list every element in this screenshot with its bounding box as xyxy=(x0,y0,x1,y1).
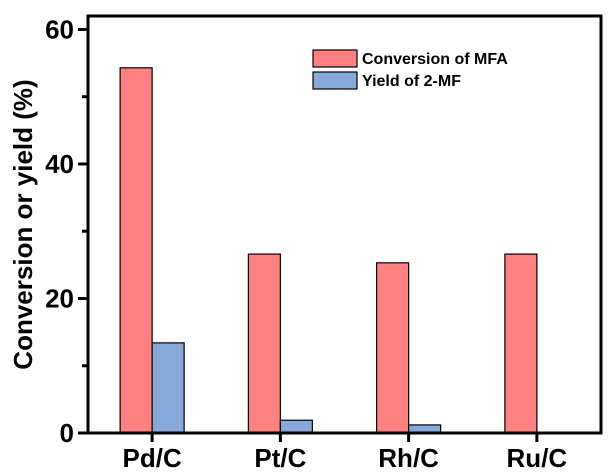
y-tick-label: 40 xyxy=(45,149,74,179)
legend-label: Conversion of MFA xyxy=(362,51,508,68)
x-axis-ticks: Pd/C Pt/C Rh/C Ru/C xyxy=(123,433,568,473)
conversion-bar xyxy=(119,67,153,434)
plot-frame xyxy=(86,14,603,435)
conversion-bar xyxy=(376,262,410,434)
y-tick-label: 0 xyxy=(60,418,74,448)
yield-bar xyxy=(279,419,313,434)
legend: Conversion of MFA Yield of 2-MF xyxy=(312,49,508,90)
conversion-bar xyxy=(247,253,281,434)
yield-bar xyxy=(151,342,185,434)
x-tick-label: Rh/C xyxy=(378,443,439,473)
legend-swatch xyxy=(312,49,358,68)
y-axis-title: Conversion or yield (%) xyxy=(8,79,38,369)
y-axis-ticks: 0 20 40 60 xyxy=(45,14,88,448)
x-tick-label: Pt/C xyxy=(254,443,306,473)
x-tick-label: Pd/C xyxy=(123,443,182,473)
legend-swatch xyxy=(312,71,358,90)
y-tick-label: 20 xyxy=(45,283,74,313)
bars xyxy=(119,67,538,434)
legend-label: Yield of 2-MF xyxy=(362,73,461,90)
x-tick-label: Ru/C xyxy=(507,443,568,473)
conversion-bar xyxy=(504,253,538,434)
y-tick-label: 60 xyxy=(45,14,74,44)
